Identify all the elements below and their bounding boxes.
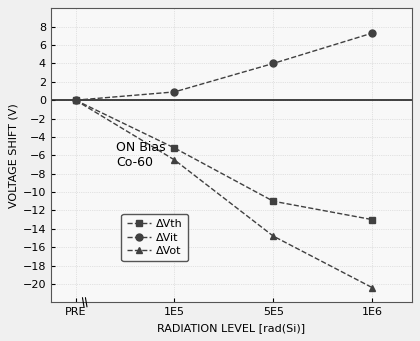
Text: ON Bias
Co-60: ON Bias Co-60 bbox=[116, 140, 165, 168]
Legend: ΔVth, ΔVit, ΔVot: ΔVth, ΔVit, ΔVot bbox=[121, 214, 188, 262]
X-axis label: RADIATION LEVEL [rad(Si)]: RADIATION LEVEL [rad(Si)] bbox=[157, 323, 305, 333]
Y-axis label: VOLTAGE SHIFT (V): VOLTAGE SHIFT (V) bbox=[8, 103, 18, 208]
